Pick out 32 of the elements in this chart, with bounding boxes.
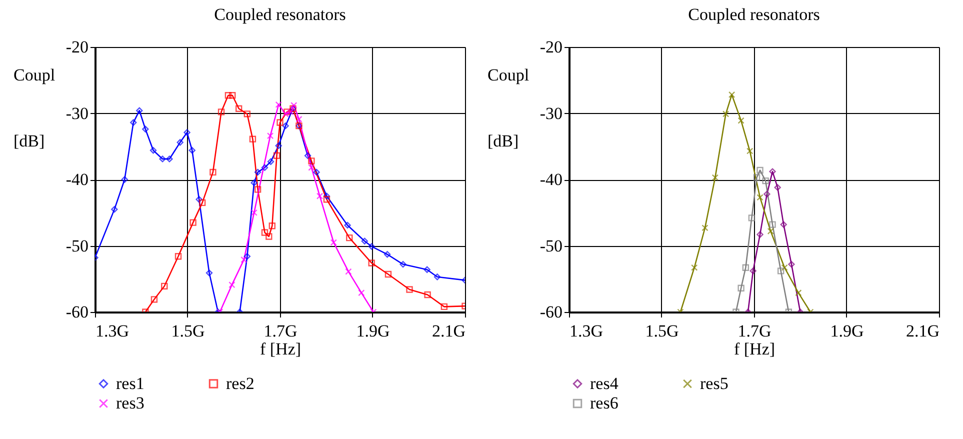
legend-label: res6 [590, 394, 618, 412]
chart-title: Coupled resonators [688, 5, 820, 24]
legend-label: res4 [590, 374, 619, 393]
y-tick-label: -30 [66, 104, 88, 123]
y-tick-label: -60 [540, 302, 562, 322]
y-tick-label: -20 [66, 38, 88, 56]
text: Coupl [dB] [14, 66, 56, 150]
x-tick-label: 2.1G [906, 322, 940, 340]
x-tick-label: 1.9G [356, 322, 390, 340]
x-tick-label: 2.1G [432, 322, 466, 340]
chart-title: Coupled resonators [214, 5, 346, 24]
x-axis-title: f [Hz] [734, 340, 776, 358]
y-tick-label: -20 [540, 38, 562, 56]
y-tick-label: -50 [66, 236, 88, 256]
legend-label: res1 [116, 374, 144, 393]
y-tick-label: -50 [540, 236, 562, 256]
y-tick-label: -40 [540, 170, 562, 189]
x-tick-label: 1.9G [830, 322, 864, 340]
x-tick-label: 1.3G [570, 322, 604, 340]
x-tick-label: 1.7G [738, 322, 772, 340]
x-tick-label: 1.3G [96, 322, 130, 340]
legend-label: res5 [700, 374, 728, 393]
y-tick-label: -40 [66, 170, 88, 189]
x-tick-label: 1.7G [264, 322, 298, 340]
legend-label: res3 [116, 394, 144, 412]
x-axis-title: f [Hz] [260, 340, 302, 358]
text: Coupl [dB] [488, 66, 530, 150]
y-tick-label: -60 [66, 302, 88, 322]
y-tick-label: -30 [540, 104, 562, 123]
x-tick-label: 1.5G [171, 322, 205, 340]
x-tick-label: 1.5G [645, 322, 679, 340]
legend-label: res2 [226, 374, 254, 393]
